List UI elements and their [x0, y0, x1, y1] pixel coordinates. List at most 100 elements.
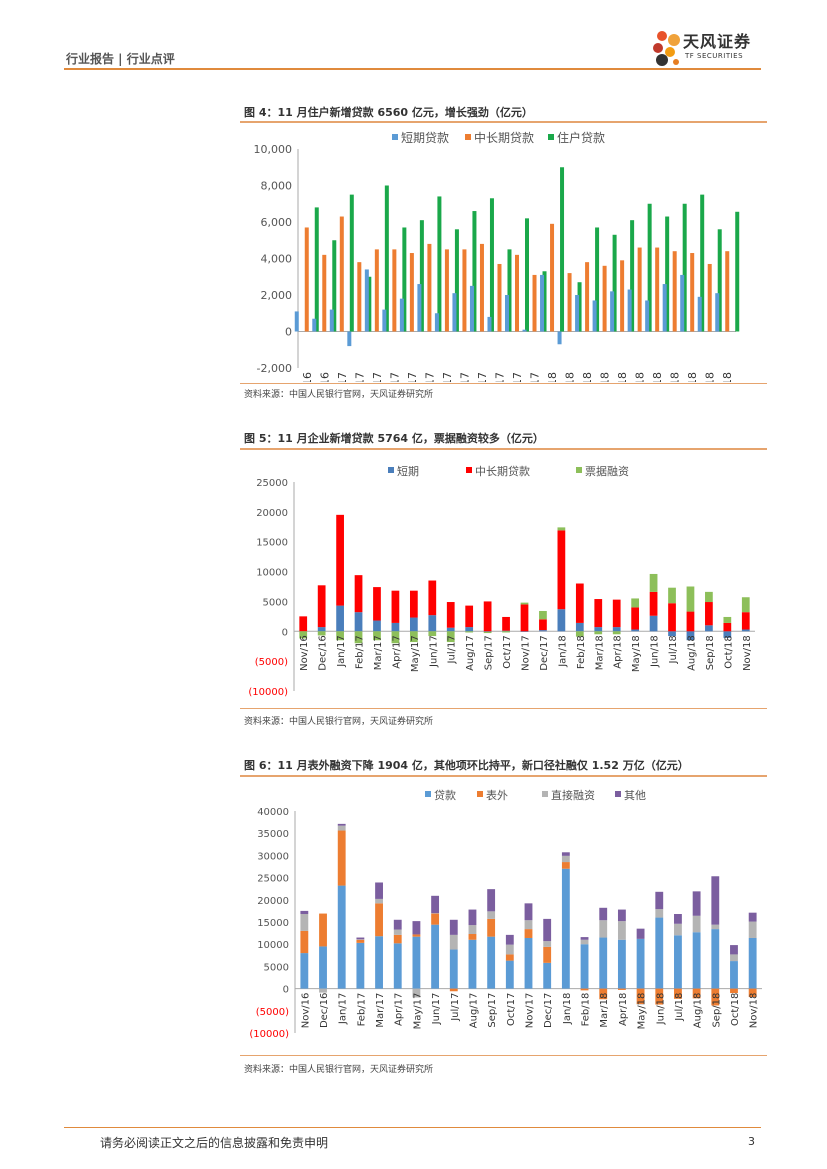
y-tick-label: 25000 — [256, 478, 288, 489]
legend-label: 贷款 — [434, 788, 456, 802]
bar-feb-18-s2 — [575, 631, 584, 637]
bar-jan-17-s0 — [337, 885, 346, 989]
y-tick-label: (10000) — [248, 687, 288, 698]
x-tick-label: Apr/17 — [391, 635, 402, 668]
bar-feb-18-s1 — [567, 273, 572, 332]
bar-mar-17-s1 — [373, 587, 381, 621]
x-tick-label: Feb/18 — [581, 993, 592, 1027]
bar-may-18-s0 — [636, 938, 645, 989]
bar-dec-17-s1 — [539, 619, 547, 631]
flower-logo-icon — [653, 31, 680, 66]
bar-sep-17-s3 — [487, 889, 496, 912]
bar-jan-18-s0 — [561, 868, 570, 989]
bar-sep-18-s3 — [711, 876, 720, 925]
bar-feb-17-s3 — [356, 937, 365, 940]
bar-sep-17-s0 — [469, 285, 474, 332]
bar-sep-17-s1 — [483, 601, 492, 632]
bar-may-17-s0 — [409, 617, 418, 632]
bar-jun-17-s1 — [428, 580, 437, 616]
legend-swatch — [576, 467, 582, 473]
bar-feb-18-s1 — [575, 583, 584, 623]
x-tick-label: May/18 — [616, 372, 629, 382]
x-tick-label: Aug/18 — [693, 993, 704, 1029]
figure-5-chart: 25000 20000 15000 10000 5000 0 (5000) (10000) 短期… — [240, 451, 767, 711]
bar-oct-17-s1 — [497, 263, 502, 332]
bar-jun-18-s2 — [655, 909, 664, 918]
chart-5-svg: 25000 20000 15000 10000 5000 0 (5000) (10000) 短期… — [248, 464, 755, 698]
x-tick-label: Oct/18 — [730, 993, 741, 1026]
figure-6-source: 资料来源：中国人民银行官网，天风证券研究所 — [244, 1065, 434, 1075]
y-tick-label: 30000 — [257, 851, 289, 862]
bar-oct-18-s1 — [723, 622, 732, 632]
x-tick-label: Nov/17 — [521, 635, 532, 671]
chart-6-svg: 40000 35000 30000 25000 20000 15000 10000 5000 0… — [249, 788, 762, 1040]
bar-jan-18-s2 — [557, 527, 566, 531]
bar-mar-18-s2 — [599, 920, 608, 938]
bar-nov-16-s2 — [314, 207, 319, 332]
y-tick-label: 40000 — [257, 807, 289, 818]
bar-oct-18-s1 — [707, 263, 712, 332]
bar-sep-17-s1 — [487, 918, 496, 937]
y-tick-label: 10000 — [257, 940, 289, 951]
bar-may-17-s1 — [409, 590, 418, 618]
bar-jun-18-s1 — [649, 591, 658, 616]
bar-apr-17-s0 — [382, 309, 387, 332]
bar-jun-18-s1 — [637, 247, 642, 332]
y-tick-label: 10,000 — [254, 143, 293, 156]
bar-sep-18-s1 — [705, 602, 713, 626]
x-tick-label: Mar/17 — [375, 993, 386, 1028]
x-tick-label: Nov/18 — [721, 372, 734, 382]
header-divider — [64, 68, 761, 70]
bar-sep-17-s1 — [479, 243, 484, 332]
bar-dec-17-s2 — [542, 271, 547, 332]
legend-swatch — [425, 791, 431, 797]
bar-jul-18-s3 — [674, 914, 682, 924]
bar-sep-18-s1 — [711, 988, 720, 1006]
legend-label: 住户贷款 — [557, 130, 605, 145]
legend-swatch — [388, 467, 394, 473]
bar-aug-17-s1 — [468, 933, 477, 940]
bar-dec-17-s0 — [522, 329, 527, 332]
bar-aug-17-s1 — [462, 249, 467, 332]
bar-sep-17-s0 — [483, 631, 492, 632]
bar-aug-18-s2 — [682, 203, 687, 332]
bar-dec-16-s2 — [317, 631, 326, 636]
bar-feb-17-s1 — [354, 575, 363, 613]
x-tick-label: Jan/17 — [336, 635, 347, 668]
x-tick-label: Aug/18 — [669, 372, 682, 382]
figure-6-top-rule — [240, 775, 767, 777]
bar-jul-18-s0 — [674, 935, 682, 989]
legend-label: 表外 — [486, 788, 508, 802]
y-tick-label: 15000 — [257, 918, 289, 929]
bar-dec-16-s0 — [317, 627, 326, 632]
bar-jul-18-s0 — [645, 300, 650, 332]
bar-may-17-s0 — [399, 298, 404, 332]
bar-may-18-s2 — [631, 598, 640, 608]
bar-jan-17-s0 — [336, 605, 344, 632]
bar-jul-18-s1 — [668, 603, 676, 632]
x-tick-label: May/17 — [412, 993, 423, 1030]
bar-oct-17-s0 — [505, 960, 514, 989]
x-tick-label: Jul/18 — [668, 635, 679, 664]
x-tick-label: May/18 — [637, 993, 648, 1030]
bar-jan-17-s1 — [339, 216, 344, 332]
bar-apr-17-s1 — [392, 249, 397, 332]
bar-feb-18-s0 — [575, 622, 584, 632]
bar-nov-18-s0 — [748, 937, 757, 989]
bar-may-18-s1 — [620, 260, 625, 332]
bar-oct-17-s2 — [502, 631, 510, 633]
bar-jan-18-s1 — [557, 530, 566, 610]
bar-oct-17-s1 — [502, 616, 510, 631]
bar-may-17-s1 — [412, 934, 421, 937]
x-tick-label: Jul/18 — [674, 993, 685, 1022]
x-tick-label: Nov/17 — [525, 993, 536, 1029]
bar-jul-17-s0 — [449, 949, 458, 989]
bar-nov-17-s2 — [525, 218, 529, 332]
report-category: 行业报告 | 行业点评 — [66, 52, 175, 66]
legend-swatch — [542, 791, 548, 797]
bar-nov-17-s0 — [505, 295, 509, 332]
bar-dec-17-s0 — [543, 962, 552, 989]
bar-oct-18-s2 — [717, 229, 722, 332]
bar-nov-18-s3 — [748, 912, 757, 922]
bar-apr-17-s1 — [391, 590, 400, 623]
